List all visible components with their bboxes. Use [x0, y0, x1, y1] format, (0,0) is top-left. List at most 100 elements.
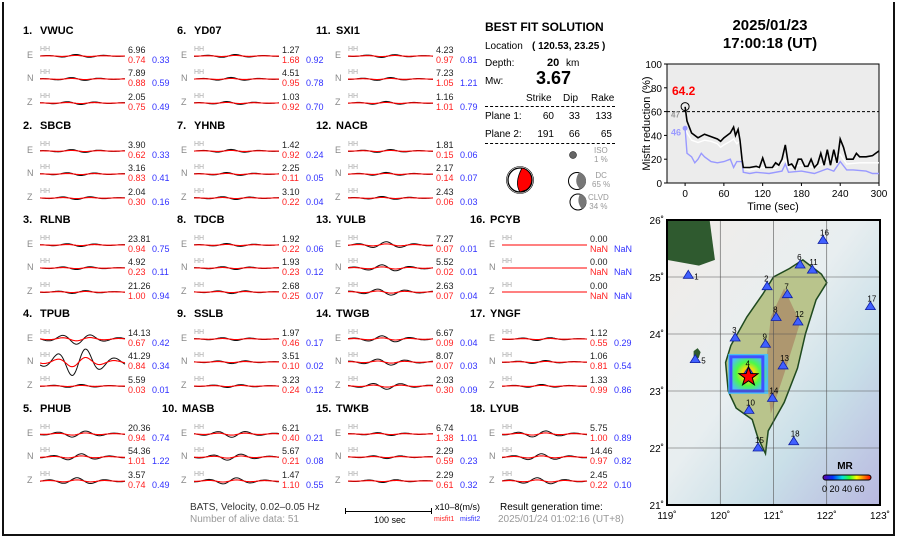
waveform-trace — [40, 289, 125, 294]
amplitude-value: 41.29 — [128, 351, 151, 361]
amplitude-value: 0.00 — [590, 280, 608, 291]
synthetic-waveform — [40, 77, 125, 81]
station-name: YULB — [336, 214, 366, 226]
component-label: N — [27, 73, 34, 83]
misfit1-value: 0.74 — [128, 479, 146, 490]
misfit2-value: 0.03 — [460, 361, 478, 371]
station-marker-icon[interactable] — [743, 404, 755, 414]
station-marker-icon[interactable] — [761, 280, 773, 291]
misfit1-value: 0.23 — [128, 267, 146, 277]
component-label: E — [27, 49, 34, 60]
component-label: N — [335, 262, 342, 272]
y-tick-label: 40 — [651, 131, 663, 142]
station-number: 18. — [470, 403, 486, 415]
component-label: N — [181, 168, 188, 178]
x-tick-label: 120 — [754, 189, 771, 200]
synthetic-waveform — [348, 101, 433, 104]
station-marker-icon[interactable] — [682, 269, 695, 279]
event-date: 2025/01/23 — [732, 17, 808, 34]
station-marker-icon[interactable] — [729, 332, 741, 342]
station-marker-icon[interactable] — [792, 316, 804, 326]
channel-label: HH — [40, 45, 51, 53]
misfit2-value: 0.04 — [460, 290, 478, 301]
station-marker-icon[interactable] — [766, 392, 779, 402]
clvd-pct: 34 % — [589, 202, 608, 211]
station-marker-icon[interactable] — [794, 259, 806, 269]
station-marker-icon[interactable] — [770, 311, 782, 321]
station-marker-icon[interactable] — [788, 435, 800, 446]
misfit2-value: 0.09 — [460, 384, 478, 395]
channel-label: HH — [348, 45, 359, 53]
channel-label: HH — [502, 375, 513, 383]
component-label: N — [27, 168, 34, 178]
misfit1-value: NaN — [590, 243, 609, 254]
station-marker-icon[interactable] — [864, 300, 877, 311]
misfit2-value: 0.01 — [460, 243, 478, 254]
amplitude-value: 6.67 — [436, 327, 454, 338]
misfit2-value: 0.32 — [460, 479, 478, 490]
amplitude-value: 1.27 — [282, 44, 300, 55]
amplitude-value: 1.33 — [590, 374, 608, 385]
synthetic-waveform — [194, 478, 279, 483]
station-number: 17. — [470, 308, 486, 320]
station-number: 10. — [162, 403, 178, 415]
component-label: E — [181, 238, 188, 249]
station-number: 12. — [316, 120, 332, 132]
misfit2-legend: misfit2 — [460, 516, 481, 523]
misfit2-value: 0.03 — [460, 196, 478, 207]
station-marker-icon[interactable] — [777, 360, 789, 370]
misfit1-value: 0.62 — [128, 149, 146, 160]
channel-label: HH — [502, 352, 513, 359]
mw-value: 3.67 — [536, 68, 572, 88]
synthetic-waveform — [348, 54, 434, 57]
station-name: TWGB — [336, 308, 370, 320]
misfit2-value: 0.12 — [306, 267, 324, 277]
station-number: 2. — [23, 120, 33, 132]
component-label: Z — [489, 285, 495, 296]
waveform-trace — [40, 242, 125, 247]
station-name: TWKB — [336, 403, 369, 415]
misfit1-value: 0.67 — [128, 337, 146, 348]
waveform-trace — [348, 171, 434, 176]
waveform-trace — [348, 77, 433, 81]
station-marker-icon[interactable] — [817, 234, 829, 244]
amplitude-value: 6.21 — [282, 422, 300, 433]
channel-label: HH — [502, 234, 513, 242]
channel-label: HH — [40, 447, 51, 454]
amplitude-value: 6.74 — [436, 422, 454, 433]
misfit2-value: 0.01 — [460, 267, 478, 277]
amplitude-value: 7.27 — [436, 233, 454, 244]
misfit2-value: 0.34 — [152, 361, 170, 371]
amplitude-value: 2.45 — [590, 469, 608, 480]
synthetic-waveform — [348, 336, 434, 341]
channel-label: HH — [194, 69, 205, 76]
synthetic-waveform — [348, 196, 433, 199]
channel-label: HH — [194, 281, 205, 289]
misfit1-value: 0.07 — [436, 361, 454, 371]
waveform-trace — [40, 453, 125, 461]
station-marker-label: 6 — [797, 253, 802, 262]
station-marker-icon[interactable] — [689, 353, 701, 364]
station-marker-label: 5 — [701, 357, 706, 366]
generation-time-value: 2025/01/24 01:02:16 (UT+8) — [498, 514, 624, 525]
component-label: E — [489, 238, 496, 249]
station-marker-icon[interactable] — [806, 264, 819, 274]
amplitude-value: 2.03 — [436, 374, 454, 385]
station-marker-icon[interactable] — [752, 442, 764, 452]
synthetic-waveform — [502, 431, 587, 436]
station-marker-icon[interactable] — [759, 338, 772, 348]
component-label: E — [335, 238, 342, 249]
misfit2-value: 0.23 — [460, 456, 478, 466]
component-label: Z — [181, 285, 187, 296]
station-marker-icon[interactable] — [781, 288, 794, 299]
misfit2-value: 0.04 — [306, 196, 324, 207]
synthetic-waveform — [502, 478, 588, 482]
misfit2-value: 0.01 — [152, 384, 170, 395]
amplitude-value: 0.00 — [590, 257, 608, 267]
misfit1-value: 0.92 — [282, 149, 300, 160]
component-label: E — [181, 144, 188, 155]
channel-label: HH — [194, 352, 205, 359]
channel-label: HH — [348, 140, 359, 148]
component-label: E — [335, 427, 342, 438]
channel-label: HH — [40, 234, 51, 242]
